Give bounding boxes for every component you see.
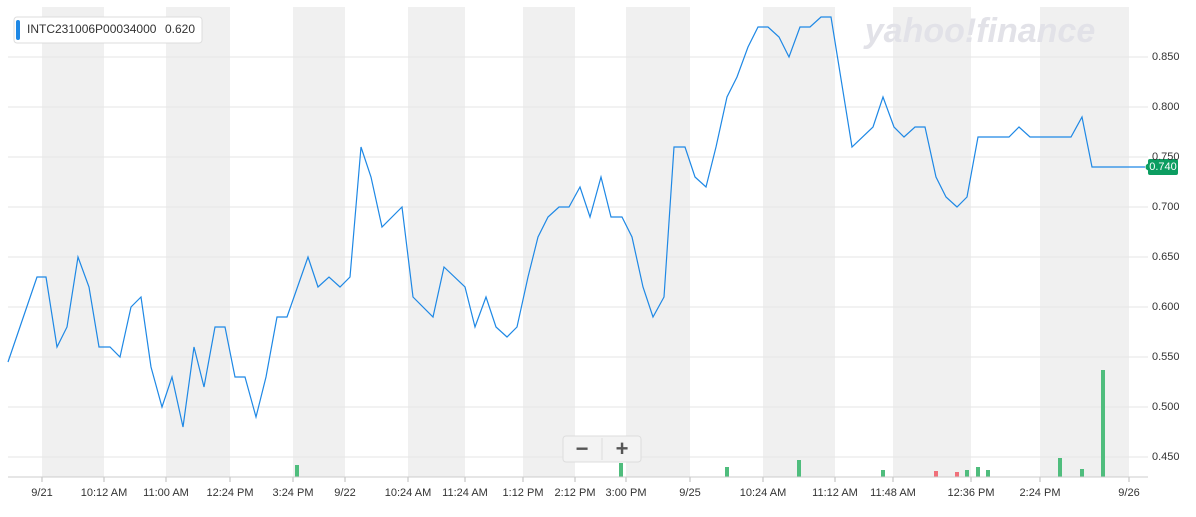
x-tick-label: 9/26 xyxy=(1118,487,1139,499)
legend-value: 0.620 xyxy=(165,22,195,36)
x-tick-label: 12:36 PM xyxy=(947,487,994,499)
session-shade xyxy=(42,7,104,477)
volume-bar xyxy=(619,463,623,477)
session-shade xyxy=(523,7,575,477)
x-tick-label: 9/22 xyxy=(334,487,355,499)
y-tick-label: 0.750 xyxy=(1152,151,1180,163)
x-tick-label: 11:12 AM xyxy=(812,487,858,499)
x-tick-label: 2:24 PM xyxy=(1020,487,1061,499)
volume-bar xyxy=(976,467,980,477)
volume-bar xyxy=(934,471,938,477)
y-tick-label: 0.450 xyxy=(1152,451,1180,463)
x-tick-label: 9/21 xyxy=(31,487,52,499)
x-tick-label: 12:24 PM xyxy=(206,487,253,499)
session-shade xyxy=(626,7,690,477)
y-tick-label: 0.700 xyxy=(1152,201,1180,213)
volume-bar xyxy=(965,470,969,477)
volume-bar xyxy=(1080,469,1084,477)
price-line xyxy=(7,16,1145,428)
zoom-out[interactable]: − xyxy=(576,436,589,461)
y-tick-label: 0.650 xyxy=(1152,251,1180,263)
volume xyxy=(295,370,1105,477)
last-value-box xyxy=(1148,159,1178,175)
x-tick-label: 1:12 PM xyxy=(503,487,544,499)
shading xyxy=(42,7,1129,477)
session-shade xyxy=(293,7,345,477)
volume-bar xyxy=(881,470,885,477)
legend-swatch xyxy=(16,20,20,40)
price-tag: 0.740 xyxy=(1145,159,1178,175)
watermark: yahoo!finance xyxy=(863,12,1095,50)
lines xyxy=(7,16,1145,428)
y-tick-label: 0.600 xyxy=(1152,301,1180,313)
volume-bar xyxy=(725,467,729,477)
x-tick-label: 11:48 AM xyxy=(870,487,916,499)
y-tick-label: 0.550 xyxy=(1152,351,1180,363)
legend-label: INTC231006P00034000 xyxy=(27,22,157,36)
x-tick-label: 2:12 PM xyxy=(555,487,596,499)
x-tick-label: 10:12 AM xyxy=(81,487,127,499)
y-tick-label: 0.800 xyxy=(1152,101,1180,113)
volume-bar xyxy=(1101,370,1105,477)
y-tick-label: 0.500 xyxy=(1152,401,1180,413)
grid xyxy=(8,56,1148,482)
session-shade xyxy=(763,7,835,477)
x-tick-label: 11:00 AM xyxy=(143,487,189,499)
x-tick-label: 3:00 PM xyxy=(606,487,647,499)
legend-box xyxy=(13,16,203,44)
x-tick-label: 10:24 AM xyxy=(740,487,786,499)
x-tick-label: 11:24 AM xyxy=(442,487,488,499)
volume-bar xyxy=(1058,458,1062,477)
zoom-in[interactable]: + xyxy=(616,436,629,461)
session-shade xyxy=(893,7,971,477)
session-shade xyxy=(1040,7,1129,477)
legend: INTC231006P00034000 0.620 xyxy=(13,16,203,44)
x-tick-label: 9/25 xyxy=(679,487,700,499)
y-tick-label: 0.850 xyxy=(1152,51,1180,63)
session-shade xyxy=(408,7,465,477)
last-value-label: 0.740 xyxy=(1149,161,1177,173)
zoom: − + xyxy=(562,435,642,463)
x-tick-label: 3:24 PM xyxy=(273,487,314,499)
volume-bar xyxy=(295,465,299,477)
volume-bar xyxy=(986,470,990,477)
volume-bar xyxy=(955,472,959,477)
volume-bar xyxy=(797,460,801,477)
x-tick-label: 10:24 AM xyxy=(385,487,431,499)
